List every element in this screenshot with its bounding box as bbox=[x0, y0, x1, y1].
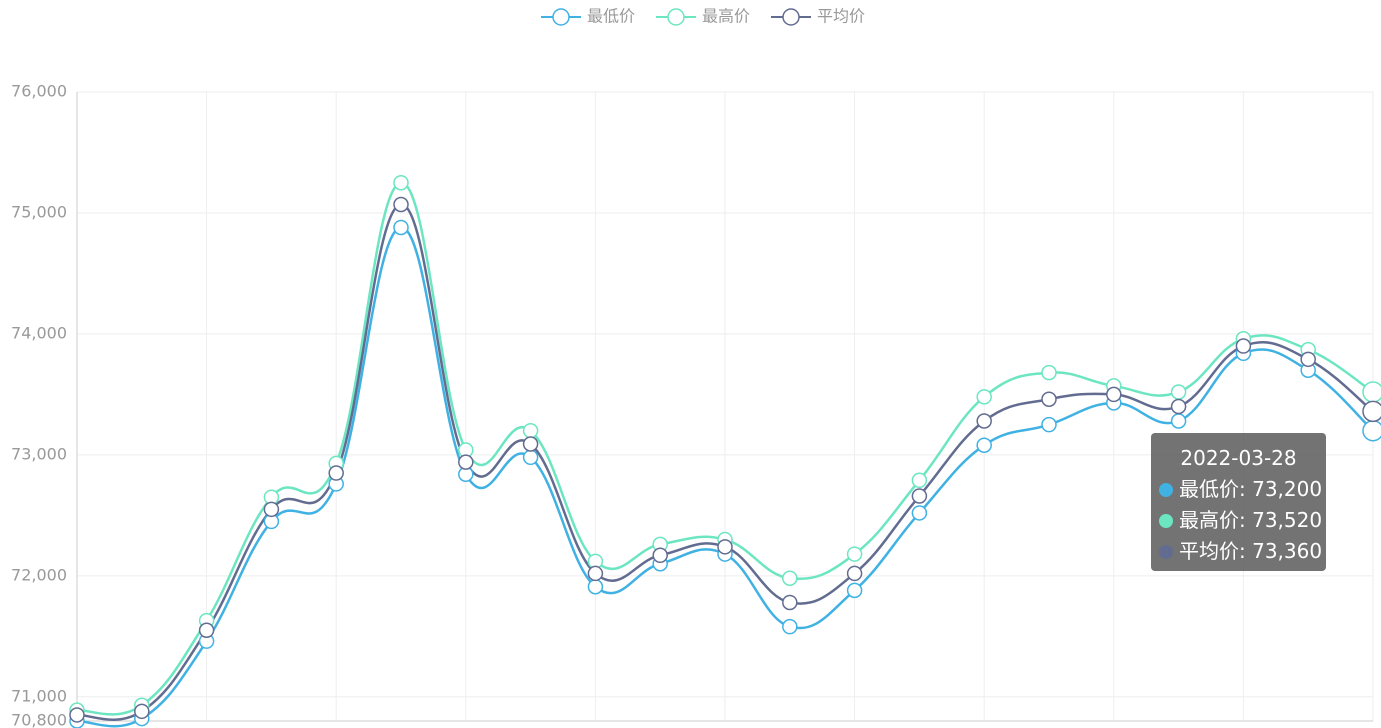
series-line bbox=[76, 203, 1374, 721]
data-point bbox=[263, 501, 280, 518]
data-point bbox=[846, 582, 863, 599]
legend-symbol bbox=[552, 8, 570, 26]
data-point bbox=[782, 594, 798, 611]
tooltip-marker bbox=[1159, 545, 1173, 559]
data-point bbox=[587, 578, 604, 595]
data-point bbox=[1106, 386, 1122, 403]
legend-label: 平均价 bbox=[817, 7, 865, 26]
data-point bbox=[522, 449, 539, 466]
data-point bbox=[976, 413, 992, 429]
data-point bbox=[1362, 381, 1381, 403]
data-point bbox=[393, 219, 409, 236]
data-point bbox=[1300, 351, 1316, 368]
legend-label: 最低价 bbox=[587, 7, 635, 26]
tooltip-value: 73,360 bbox=[1252, 539, 1323, 563]
tooltip-row: 最高价: 73,520 bbox=[1159, 505, 1322, 536]
data-point bbox=[911, 472, 928, 489]
tooltip-marker bbox=[1159, 514, 1173, 528]
legend-symbol bbox=[667, 8, 685, 26]
data-point bbox=[911, 505, 928, 521]
data-point bbox=[1235, 338, 1252, 354]
tooltip-title: 2022-03-28 bbox=[1180, 446, 1297, 470]
data-point bbox=[587, 565, 604, 582]
tooltip-value: 73,200 bbox=[1252, 477, 1323, 501]
data-point bbox=[1170, 384, 1187, 400]
y-tick-label: 71,000 bbox=[11, 686, 67, 705]
data-point bbox=[393, 196, 409, 213]
y-tick-label: 76,000 bbox=[11, 82, 67, 101]
data-point bbox=[458, 454, 474, 470]
tooltip-row: 平均价: 73,360 bbox=[1159, 536, 1322, 567]
data-point bbox=[976, 437, 992, 453]
y-tick-label: 75,000 bbox=[11, 202, 67, 221]
data-point bbox=[522, 422, 539, 439]
data-point bbox=[393, 174, 409, 191]
data-point bbox=[1041, 416, 1057, 433]
data-point bbox=[1362, 400, 1381, 423]
data-point bbox=[522, 436, 539, 452]
legend-label: 最高价 bbox=[702, 7, 750, 26]
data-point bbox=[198, 622, 215, 639]
data-point bbox=[846, 546, 863, 562]
tooltip-series-name: 最高价 bbox=[1179, 508, 1239, 532]
data-point bbox=[1041, 364, 1057, 381]
tooltip: 2022-03-28 最低价: 73,200 最高价: 73,520 平均价: 73… bbox=[1151, 433, 1326, 571]
y-tick-label: 73,000 bbox=[11, 444, 67, 463]
tooltip-value: 73,520 bbox=[1252, 508, 1323, 532]
y-tick-label: 72,000 bbox=[11, 565, 67, 584]
data-point bbox=[69, 707, 85, 723]
tooltip-series-name: 平均价 bbox=[1179, 539, 1239, 563]
y-tick-label: 74,000 bbox=[11, 323, 67, 342]
legend-symbol bbox=[782, 8, 800, 26]
tooltip-marker bbox=[1159, 483, 1173, 497]
data-point bbox=[1170, 398, 1187, 415]
data-point bbox=[976, 389, 992, 405]
data-point bbox=[134, 703, 150, 720]
data-point bbox=[1170, 413, 1187, 429]
data-point bbox=[717, 539, 733, 555]
tooltip-series-name: 最低价 bbox=[1179, 477, 1239, 501]
tooltip-row: 最低价: 73,200 bbox=[1159, 474, 1322, 505]
data-point bbox=[1362, 419, 1381, 442]
y-tick-label: 70,800 bbox=[11, 711, 67, 728]
data-point bbox=[782, 570, 798, 587]
data-point bbox=[911, 488, 928, 504]
data-point bbox=[328, 465, 344, 481]
data-point bbox=[782, 618, 798, 635]
data-point bbox=[652, 547, 668, 564]
data-point bbox=[846, 565, 863, 582]
data-point bbox=[1041, 391, 1057, 407]
